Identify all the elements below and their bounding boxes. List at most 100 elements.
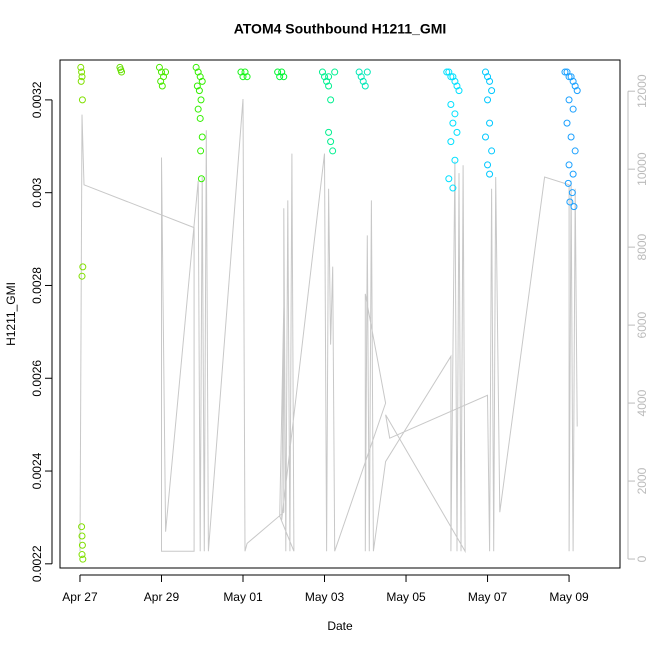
data-point [488, 147, 496, 155]
data-point [325, 82, 333, 90]
data-point [449, 184, 457, 192]
data-point [447, 101, 455, 109]
data-point [155, 63, 163, 71]
data-point [567, 73, 575, 81]
data-point [192, 63, 200, 71]
data-point [77, 77, 85, 85]
data-point [443, 68, 451, 76]
data-point [453, 128, 461, 136]
data-point [359, 77, 367, 85]
data-point [568, 189, 576, 197]
data-point [355, 68, 363, 76]
y2-tick-label: 6000 [635, 311, 649, 338]
data-point [331, 68, 339, 76]
data-point [79, 555, 87, 563]
data-point [327, 138, 335, 146]
data-point [455, 87, 463, 95]
data-point [447, 138, 455, 146]
plot-box [59, 59, 621, 569]
y2-tick-label: 2000 [635, 467, 649, 494]
data-point [445, 68, 453, 76]
data-point [197, 175, 205, 183]
data-point [117, 66, 125, 74]
data-point [318, 68, 326, 76]
y-tick-label: 0.0026 [30, 360, 44, 397]
y-tick-label: 0.0032 [30, 81, 44, 118]
data-point [196, 73, 204, 81]
data-point [323, 77, 331, 85]
data-point [482, 68, 490, 76]
data-point [561, 68, 569, 76]
data-point [196, 114, 204, 122]
data-point [321, 73, 329, 81]
data-point [486, 119, 494, 127]
data-point [565, 161, 573, 169]
y2-tick-label: 4000 [635, 389, 649, 416]
data-point [157, 68, 165, 76]
x-tick-label: May 01 [223, 590, 263, 604]
data-point [571, 82, 579, 90]
data-point [563, 119, 571, 127]
data-point [241, 68, 249, 76]
data-point [571, 147, 579, 155]
data-point [274, 68, 282, 76]
data-point [486, 77, 494, 85]
data-point [357, 73, 365, 81]
y-tick-label: 0.0024 [30, 452, 44, 489]
data-point [194, 105, 202, 113]
data-point [564, 179, 572, 187]
y2-tick-label: 10000 [635, 152, 649, 186]
data-point [566, 198, 574, 206]
data-point [484, 161, 492, 169]
data-point [243, 73, 251, 81]
data-point [484, 96, 492, 104]
data-point [239, 73, 247, 81]
y-tick-label: 0.0028 [30, 267, 44, 304]
data-point [276, 73, 284, 81]
data-point [569, 77, 577, 85]
data-point [325, 128, 333, 136]
data-point [78, 551, 86, 559]
data-point [325, 73, 333, 81]
data-point [78, 532, 86, 540]
data-point [78, 523, 86, 531]
data-point [451, 77, 459, 85]
data-point [198, 77, 206, 85]
x-tick-label: May 03 [305, 590, 345, 604]
data-point [569, 170, 577, 178]
data-point [484, 73, 492, 81]
data-point [278, 68, 286, 76]
data-point [162, 68, 170, 76]
x-axis-label: Date [327, 619, 353, 633]
x-tick-label: Apr 27 [62, 590, 98, 604]
data-point [197, 147, 205, 155]
data-point [445, 175, 453, 183]
y2-tick-label: 0 [635, 555, 649, 562]
x-tick-label: May 05 [386, 590, 426, 604]
y-tick-label: 0.003 [30, 177, 44, 207]
y-axis-label: H1211_GMI [4, 282, 18, 346]
data-point [453, 82, 461, 90]
y2-tick-label: 12000 [635, 74, 649, 108]
data-point [78, 68, 86, 76]
data-point [488, 87, 496, 95]
x-tick-label: Apr 29 [144, 590, 180, 604]
data-point [194, 68, 202, 76]
data-point [198, 133, 206, 141]
data-point [486, 170, 494, 178]
data-point [565, 73, 573, 81]
data-point [237, 68, 245, 76]
x-tick-label: May 07 [468, 590, 508, 604]
data-point [157, 77, 165, 85]
data-point [195, 87, 203, 95]
data-point [451, 156, 459, 164]
data-point [363, 68, 371, 76]
x-tick-label: May 09 [549, 590, 589, 604]
data-point [573, 87, 581, 95]
data-point [78, 96, 86, 104]
data-point [563, 68, 571, 76]
data-point [79, 263, 87, 271]
y2-tick-label: 8000 [635, 233, 649, 260]
data-point [482, 133, 490, 141]
